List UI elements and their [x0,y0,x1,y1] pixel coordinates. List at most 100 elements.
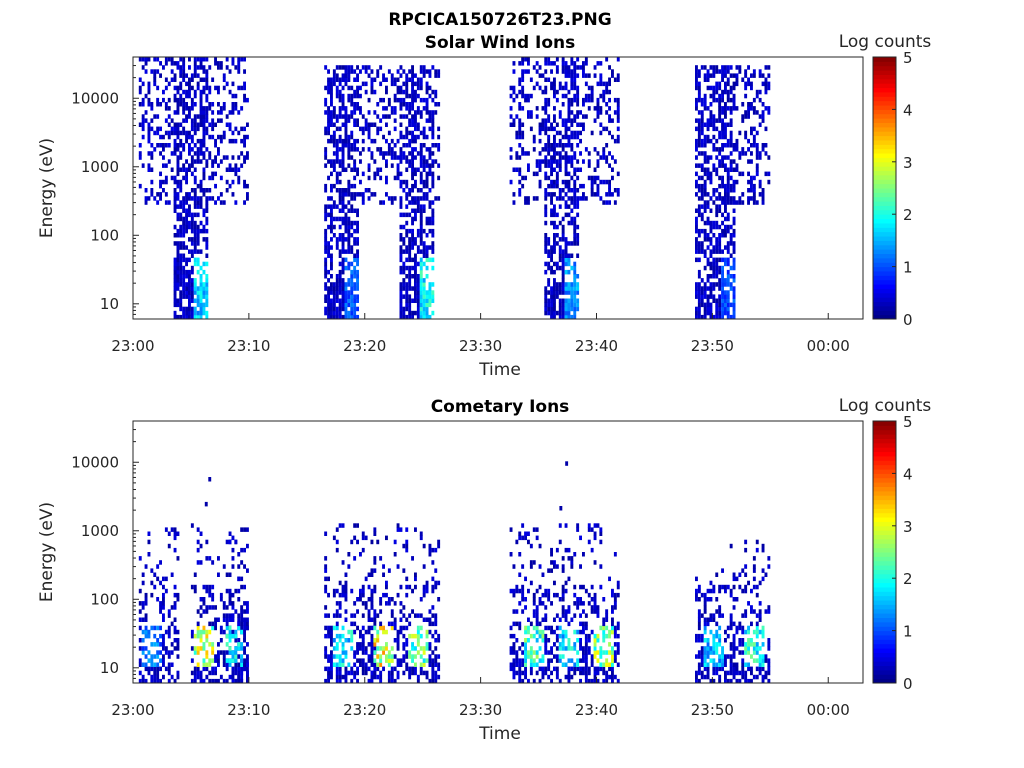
solar-wind-count-cell [176,241,180,246]
solar-wind-count-cell [712,294,716,299]
solar-wind-count-cell [373,175,377,181]
solar-wind-count-cell [179,138,183,144]
solar-wind-count-cell [353,143,357,148]
cometary-count-cell [515,584,519,590]
solar-wind-count-cell [341,65,345,70]
solar-wind-count-cell [240,85,244,91]
colorbar-gradient-step [873,301,896,307]
solar-wind-count-cell [173,61,177,66]
cometary-count-cell [555,670,559,676]
cometary-count-cell [237,588,241,594]
solar-wind-count-cell [726,290,730,295]
solar-wind-count-cell [356,167,359,172]
solar-wind-count-cell [347,151,351,156]
solar-wind-count-cell [217,89,220,95]
solar-wind-count-cell [350,97,354,103]
cometary-count-cell [176,646,180,651]
cometary-count-cell [590,547,594,553]
solar-wind-count-cell [515,155,519,160]
solar-wind-count-cell [150,118,154,123]
solar-wind-count-cell [347,245,351,250]
solar-wind-count-cell [695,183,698,189]
solar-wind-count-cell [341,261,345,267]
solar-wind-count-cell [550,286,553,291]
solar-wind-count-cell [752,200,756,205]
solar-wind-count-cell [732,147,736,152]
solar-wind-count-cell [176,249,180,254]
solar-wind-count-cell [190,122,194,127]
solar-wind-count-cell [553,286,556,291]
solar-wind-count-cell [422,134,426,140]
solar-wind-count-cell [573,192,577,197]
solar-wind-count-cell [747,200,750,205]
solar-wind-count-cell [327,286,330,291]
solar-wind-count-cell [752,196,756,201]
cometary-count-cell [405,662,409,667]
solar-wind-count-cell [515,134,519,140]
solar-wind-count-cell [347,290,351,295]
cometary-count-cell [359,662,362,667]
cometary-count-cell [535,662,539,667]
solar-wind-count-cell [176,61,180,66]
solar-wind-count-cell [590,97,594,103]
cometary-count-cell [228,592,232,598]
solar-wind-count-cell [182,257,186,263]
solar-wind-count-cell [408,151,412,156]
solar-wind-count-cell [535,159,539,164]
solar-wind-count-cell [532,134,536,140]
cometary-count-cell [544,646,548,651]
solar-wind-count-cell [205,81,209,87]
solar-wind-count-cell [176,147,180,152]
solar-wind-count-cell [425,245,429,250]
cometary-count-cell [697,588,701,594]
solar-wind-count-cell [414,89,417,95]
cometary-count-cell [231,617,235,622]
cometary-count-cell [605,617,609,622]
solar-wind-count-cell [202,212,206,218]
solar-wind-count-cell [202,118,206,123]
cometary-count-cell [741,642,745,647]
cometary-count-cell [240,547,244,553]
solar-wind-count-cell [532,138,536,144]
cometary-count-cell [721,654,724,659]
solar-wind-count-cell [330,261,333,267]
solar-wind-count-cell [709,114,713,119]
solar-wind-count-cell [182,106,186,111]
solar-wind-count-cell [512,89,516,95]
cometary-count-cell [393,621,397,627]
solar-wind-count-cell [564,204,568,209]
cometary-count-cell [385,580,388,586]
solar-wind-count-cell [324,212,328,218]
colorbar-gradient-step [873,314,896,320]
solar-wind-count-cell [399,85,403,91]
solar-wind-count-cell [608,183,611,189]
cometary-count-cell [718,625,722,631]
cometary-count-cell [379,625,383,631]
cometary-count-cell [240,629,244,635]
solar-wind-count-cell [344,212,348,218]
solar-wind-count-cell [755,89,759,95]
solar-wind-count-cell [164,163,168,168]
cometary-count-cell [193,670,197,676]
cometary-count-cell [703,654,707,659]
solar-wind-count-cell [582,73,585,78]
solar-wind-count-cell [695,249,698,254]
solar-wind-count-cell [353,192,357,197]
cometary-count-cell [431,547,435,553]
solar-wind-count-cell [752,110,756,115]
solar-wind-count-cell [724,306,727,312]
solar-wind-count-cell [703,65,707,70]
cometary-count-cell [225,572,229,577]
solar-wind-count-cell [544,89,548,95]
cometary-count-cell [558,617,562,622]
cometary-count-cell [544,625,548,631]
solar-wind-count-cell [361,138,365,144]
solar-wind-count-cell [414,81,417,87]
cometary-count-cell [205,629,209,635]
solar-wind-count-cell [416,110,420,115]
colorbar-gradient-step [873,214,896,220]
solar-wind-count-cell [353,269,357,275]
solar-wind-count-cell [715,171,719,177]
solar-wind-count-cell [193,237,197,242]
solar-wind-count-cell [411,183,414,189]
